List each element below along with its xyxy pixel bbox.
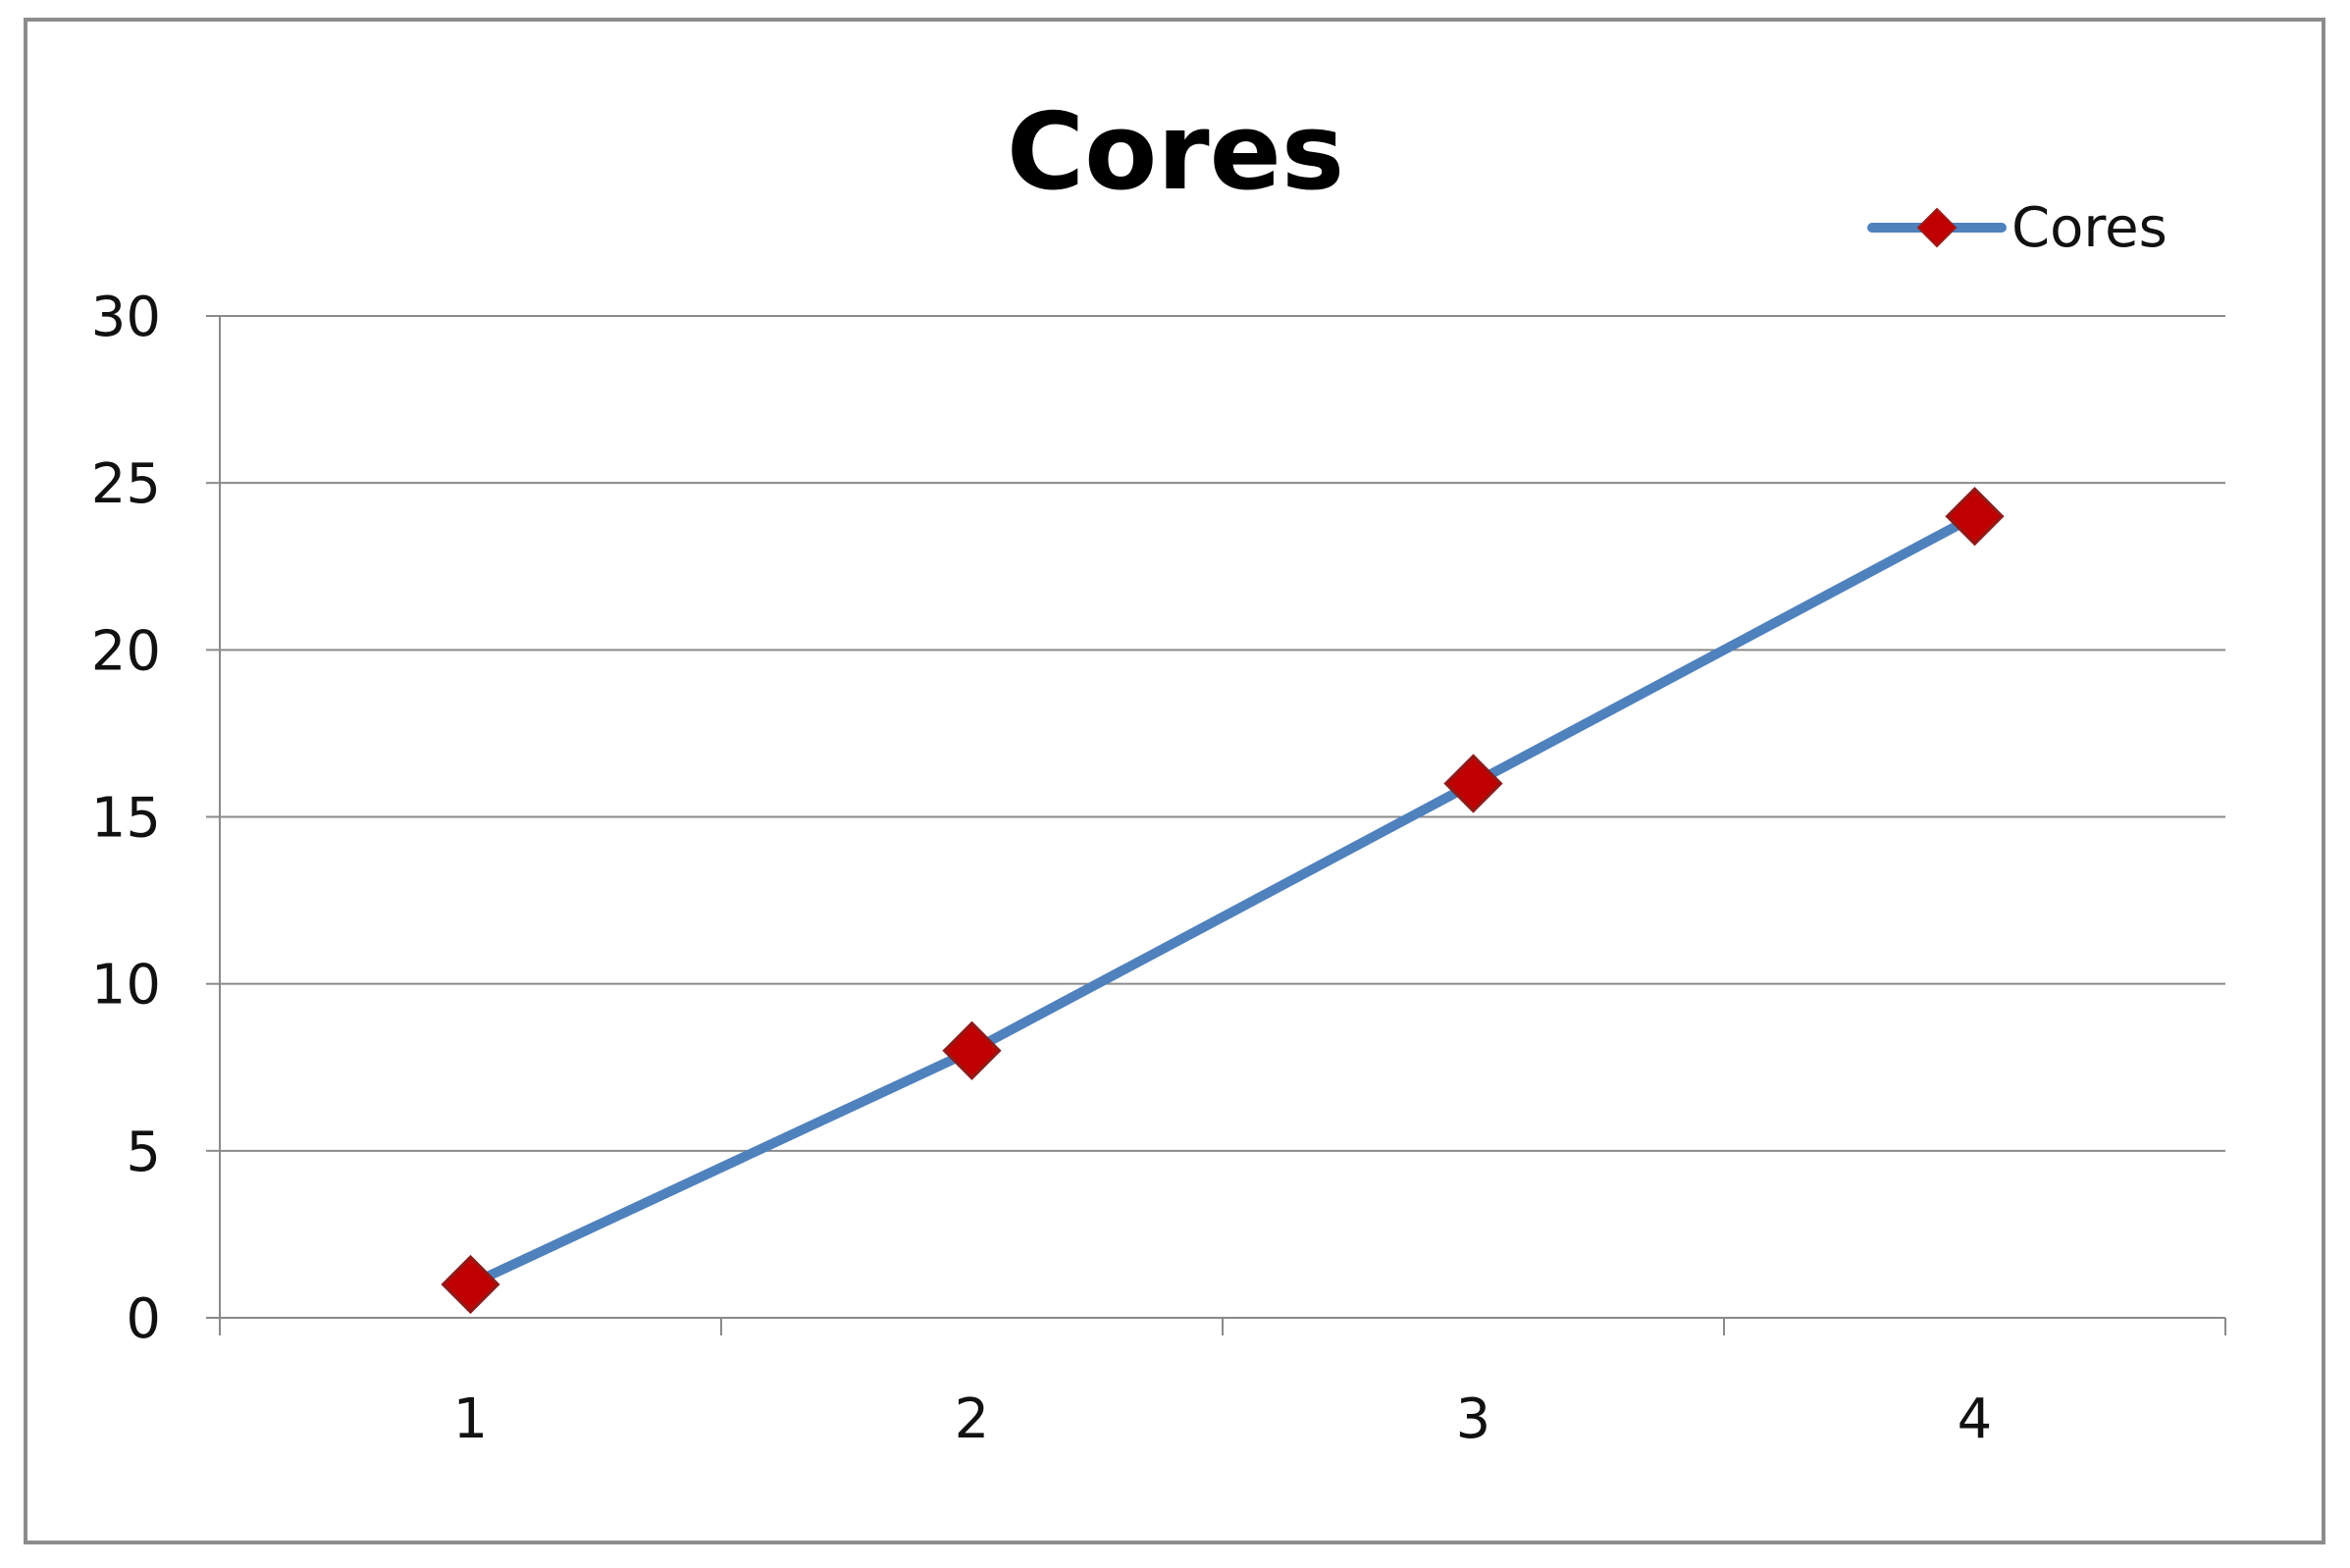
y-tick-label-0: 0 <box>126 1287 161 1351</box>
axes <box>206 315 2226 1335</box>
data-point-4 <box>1945 487 2005 547</box>
x-tick-label-3: 3 <box>1456 1387 1491 1451</box>
y-tick-label-5: 5 <box>126 1121 161 1184</box>
y-tick-label-30: 30 <box>91 286 161 349</box>
y-axis-tick-labels: 0 5 10 15 20 25 30 <box>91 286 161 1351</box>
chart-title: Cores <box>1007 91 1344 214</box>
legend-label: Cores <box>2011 196 2167 260</box>
y-tick-label-25: 25 <box>91 452 161 516</box>
series-cores <box>441 487 2005 1315</box>
x-tick-label-4: 4 <box>1958 1387 1993 1451</box>
legend: Cores <box>1867 196 2167 260</box>
x-tick-label-2: 2 <box>955 1387 990 1451</box>
data-point-1 <box>441 1254 500 1315</box>
y-tick-label-10: 10 <box>91 954 161 1018</box>
x-tick-label-1: 1 <box>453 1387 489 1451</box>
gridlines <box>220 315 2225 1152</box>
x-axis-tick-labels: 1 2 3 4 <box>453 1387 1993 1451</box>
y-tick-label-15: 15 <box>91 787 161 851</box>
series-line-0 <box>465 511 1980 1289</box>
data-point-2 <box>942 1020 1002 1080</box>
data-point-3 <box>1443 754 1503 813</box>
chart-frame <box>24 18 2325 1544</box>
y-tick-label-20: 20 <box>91 619 161 683</box>
legend-marker-icon <box>1916 207 1958 248</box>
